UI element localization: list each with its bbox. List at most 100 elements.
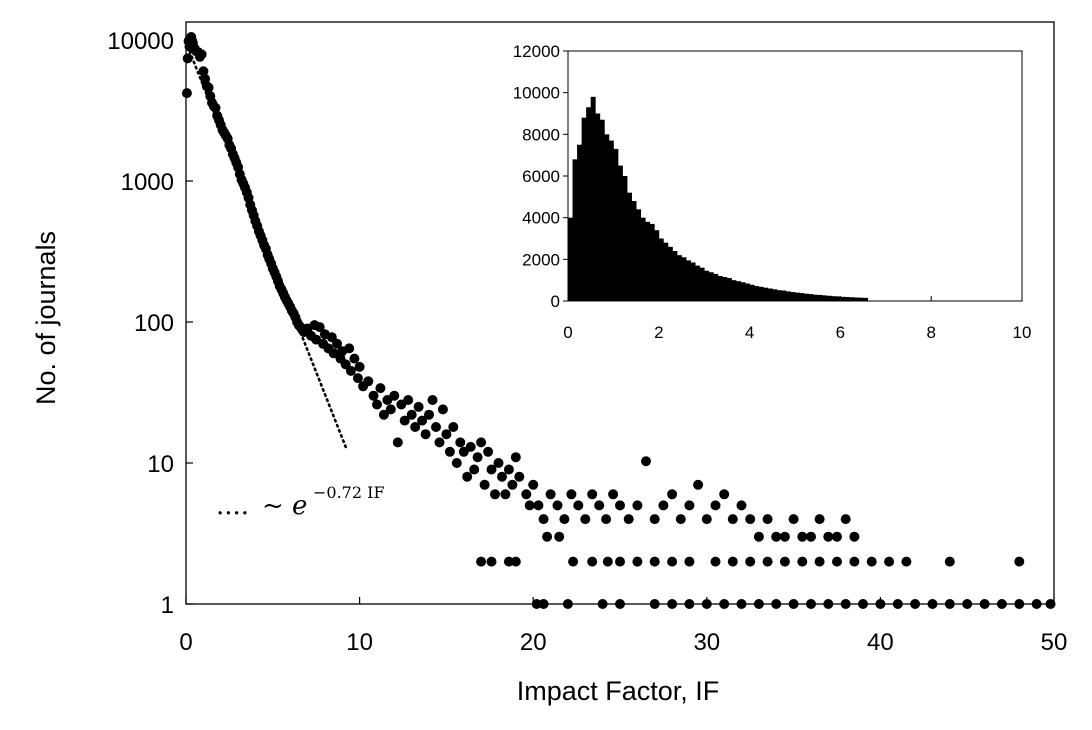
x-tick-label: 30	[693, 629, 720, 656]
scatter-point	[753, 599, 764, 609]
inset-x-tick-label: 6	[836, 323, 845, 342]
scatter-point	[684, 500, 695, 511]
scatter-point	[1014, 599, 1025, 609]
scatter-point	[554, 531, 565, 542]
scatter-point	[434, 437, 445, 448]
scatter-point	[181, 88, 192, 99]
scatter-point	[710, 556, 721, 567]
histogram-bar	[731, 280, 737, 301]
scatter-point	[352, 373, 363, 384]
scatter-point	[832, 556, 842, 567]
scatter-point	[510, 556, 521, 567]
histogram-bar	[772, 289, 778, 301]
scatter-point	[328, 348, 339, 359]
histogram-bar	[804, 293, 810, 301]
scatter-point	[675, 514, 686, 525]
scatter-point	[727, 514, 738, 525]
scatter-point	[566, 489, 577, 500]
scatter-point	[448, 422, 459, 432]
histogram-bar	[676, 255, 682, 301]
histogram-bar	[704, 270, 710, 301]
scatter-point	[823, 599, 834, 609]
scatter-point	[962, 599, 973, 609]
histogram-bar	[767, 288, 773, 301]
scatter-point	[884, 556, 895, 567]
scatter-point	[354, 361, 365, 372]
histogram-bar	[695, 265, 701, 301]
scatter-point	[420, 429, 431, 440]
scatter-point	[745, 556, 756, 567]
histogram-bar	[690, 262, 696, 301]
scatter-point	[368, 390, 379, 401]
scatter-point	[483, 446, 494, 457]
scatter-point	[476, 437, 487, 448]
scatter-point	[667, 489, 678, 500]
scatter-point	[641, 456, 651, 467]
scatter-point	[410, 422, 421, 432]
histogram-bar	[590, 96, 596, 301]
scatter-point	[608, 489, 619, 500]
histogram-bar	[640, 217, 646, 301]
histogram-bar	[658, 238, 664, 301]
scatter-point	[552, 500, 563, 511]
scatter-point	[814, 514, 825, 525]
scatter-point	[458, 446, 469, 457]
scatter-point	[632, 556, 643, 567]
scatter-point	[788, 514, 799, 525]
y-tick-label: 10000	[107, 28, 174, 55]
scatter-point	[531, 599, 542, 609]
scatter-point	[203, 82, 214, 93]
scatter-point	[521, 489, 532, 500]
scatter-point	[753, 531, 764, 542]
scatter-point	[875, 599, 886, 609]
histogram-bar	[822, 295, 828, 302]
histogram-bar	[799, 293, 805, 301]
scatter-point	[814, 556, 825, 567]
y-tick-label: 1000	[121, 169, 174, 196]
scatter-point	[493, 458, 504, 468]
histogram-bar	[636, 209, 642, 301]
scatter-point	[431, 422, 441, 432]
histogram-bar	[785, 291, 791, 301]
x-tick-label: 40	[867, 629, 894, 656]
x-tick-label: 50	[1041, 629, 1068, 656]
scatter-point	[615, 500, 625, 511]
scatter-point	[514, 471, 525, 482]
histogram-bar	[663, 242, 669, 301]
scatter-point	[538, 514, 549, 525]
histogram-bar	[776, 290, 782, 301]
histogram-bar	[581, 117, 587, 301]
scatter-point	[472, 452, 483, 463]
scatter-point	[719, 599, 730, 609]
x-tick-label: 10	[346, 629, 373, 656]
scatter-point	[372, 399, 382, 410]
scatter-point	[385, 404, 396, 415]
scatter-point	[198, 66, 209, 77]
scatter-point	[736, 599, 747, 609]
histogram-bar	[613, 148, 619, 301]
scatter-point	[649, 514, 660, 525]
inset-y-tick-label: 12000	[513, 42, 560, 61]
scatter-point	[528, 479, 539, 490]
scatter-point	[413, 401, 424, 412]
scatter-point	[363, 376, 374, 387]
scatter-point	[719, 489, 730, 500]
scatter-point	[451, 458, 462, 468]
histogram-bar	[808, 294, 814, 302]
scatter-point	[476, 556, 487, 567]
scatter-point	[497, 471, 507, 482]
scatter-point	[649, 599, 660, 609]
scatter-point	[840, 599, 851, 609]
scatter-point	[507, 479, 518, 490]
histogram-bar	[726, 278, 732, 301]
y-tick-label: 10	[147, 451, 174, 478]
scatter-point	[424, 409, 434, 420]
scatter-point	[849, 531, 860, 542]
histogram-bar	[863, 297, 869, 302]
scatter-point	[771, 531, 782, 542]
y-tick-label: 1	[161, 592, 174, 619]
histogram-bar	[572, 159, 578, 301]
histogram-bar	[627, 192, 632, 301]
scatter-point	[503, 556, 514, 567]
